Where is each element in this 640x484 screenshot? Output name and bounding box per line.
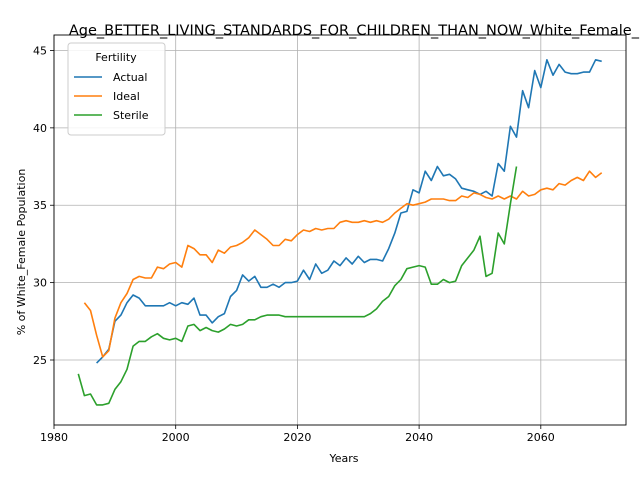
series-lines xyxy=(77,58,603,406)
x-tick-label: 1980 xyxy=(40,431,68,444)
legend: Fertility Actual Ideal Sterile xyxy=(67,42,166,136)
x-tick-label: 2060 xyxy=(527,431,555,444)
x-axis-label: Years xyxy=(328,452,358,465)
chart-title: Age_BETTER_LIVING_STANDARDS_FOR_CHILDREN… xyxy=(69,23,640,39)
y-tick-label: 40 xyxy=(33,122,47,135)
legend-label-ideal: Ideal xyxy=(113,90,140,103)
plot-area-frame xyxy=(53,34,627,426)
x-tick-label: 2020 xyxy=(283,431,311,444)
series-line-ideal xyxy=(83,170,603,358)
y-tick-label: 45 xyxy=(33,44,47,57)
legend-entries: Actual Ideal Sterile xyxy=(74,71,149,122)
series-line-actual xyxy=(96,58,602,364)
x-tick-label: 2040 xyxy=(405,431,433,444)
legend-box xyxy=(67,42,166,136)
grid xyxy=(53,35,626,425)
y-axis-label: % of White_Female Population xyxy=(15,169,28,336)
y-tick-label: 25 xyxy=(33,354,47,367)
series-line-sterile xyxy=(77,166,518,406)
axis-ticks: 1980 2000 2020 2040 2060 25 30 35 40 45 xyxy=(33,44,555,444)
legend-label-sterile: Sterile xyxy=(113,109,149,122)
legend-title: Fertility xyxy=(95,51,137,64)
y-tick-label: 30 xyxy=(33,277,47,290)
legend-label-actual: Actual xyxy=(113,71,147,84)
y-tick-label: 35 xyxy=(33,199,47,212)
x-tick-label: 2000 xyxy=(162,431,190,444)
